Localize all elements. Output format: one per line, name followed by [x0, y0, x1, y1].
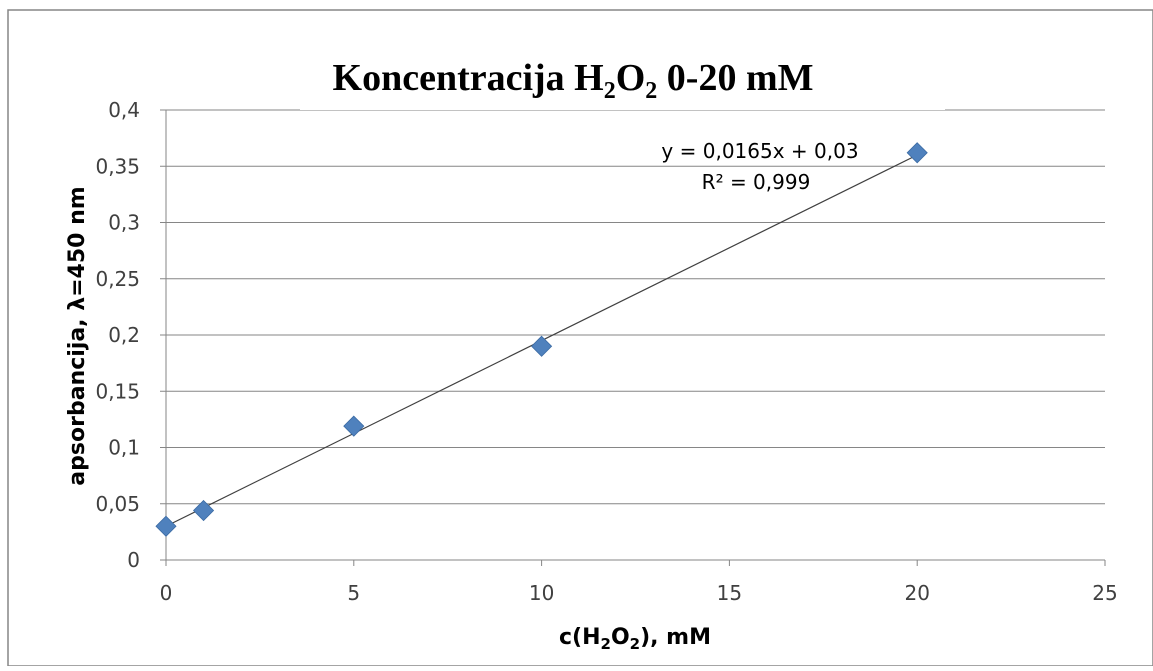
x-axis-label-post: ), mM: [640, 625, 711, 650]
points-layer: [155, 142, 928, 537]
chart-title-tail: 0-20 mM: [657, 57, 813, 99]
x-axis-label-sub1: 2: [601, 635, 611, 653]
y-tick-label: 0,35: [95, 154, 140, 178]
x-axis-label: c(H2O2), mM: [559, 625, 711, 653]
chart-title-sub2: 2: [645, 78, 657, 104]
x-tick-label: 0: [160, 581, 173, 605]
data-point: [343, 415, 365, 437]
y-tick-label: 0,25: [95, 267, 140, 291]
y-tick-label: 0,2: [108, 323, 140, 347]
x-tick-label: 5: [347, 581, 360, 605]
chart-title: Koncentracija H2O2 0-20 mM: [333, 57, 814, 104]
title-background: [300, 48, 945, 110]
chart-title-main: Koncentracija H: [333, 57, 604, 99]
y-tick-label: 0,15: [95, 379, 140, 403]
data-point: [192, 499, 215, 522]
y-tick-label: 0: [127, 548, 140, 572]
x-axis-label-sub2: 2: [630, 635, 640, 653]
x-axis-label-mid: O: [611, 625, 630, 650]
axis-layer: [160, 109, 1106, 566]
data-point: [155, 515, 177, 537]
data-point: [531, 335, 553, 357]
trend-r2: R² = 0,999: [702, 170, 811, 194]
ticks-layer: 0 0,05 0,1 0,15 0,2 0,25 0,3 0,35 0,4 0 5 10 15 20 25: [95, 98, 1117, 605]
trend-equation: y = 0,0165x + 0,03: [661, 139, 858, 163]
x-tick-label: 10: [529, 581, 554, 605]
chart-border: [7, 9, 1153, 667]
chart-title-mid: O: [616, 57, 646, 99]
y-tick-label: 0,1: [108, 436, 140, 460]
chart-title-sub1: 2: [604, 78, 616, 104]
y-tick-label: 0,4: [108, 98, 140, 122]
y-axis-label: apsorbancija, λ=450 nm: [65, 186, 90, 485]
data-point: [906, 142, 928, 164]
x-tick-label: 20: [904, 581, 929, 605]
x-axis-label-pre: c(H: [559, 625, 601, 650]
y-tick-label: 0,05: [95, 492, 140, 516]
x-tick-label: 15: [717, 581, 742, 605]
x-tick-label: 25: [1092, 581, 1117, 605]
y-tick-label: 0,3: [108, 211, 140, 235]
